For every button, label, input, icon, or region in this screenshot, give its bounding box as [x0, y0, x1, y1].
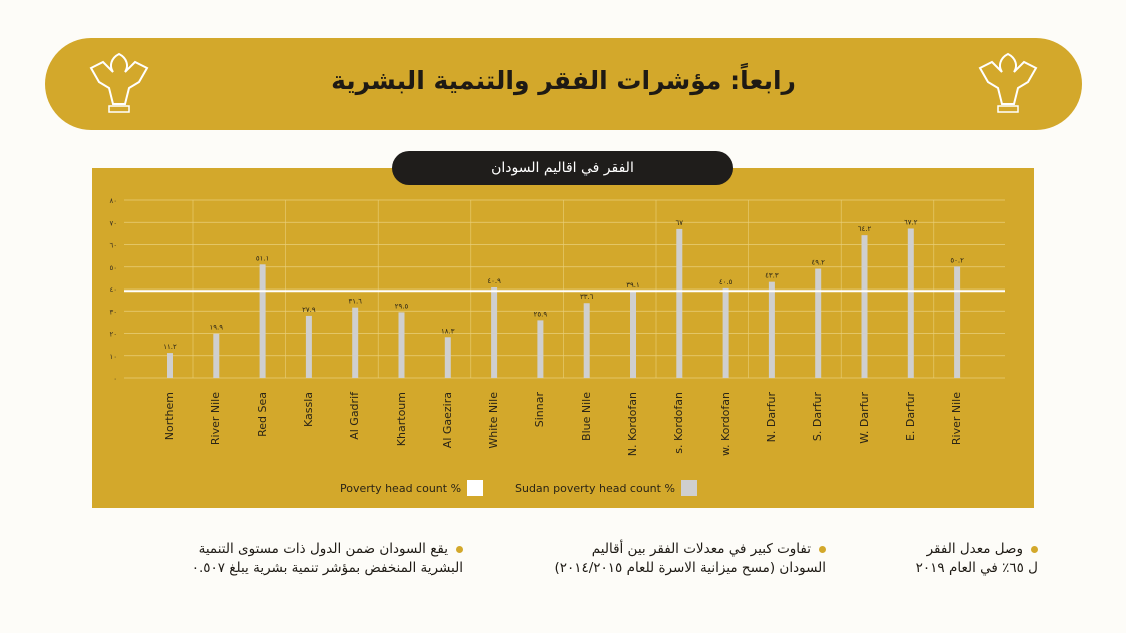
bullet-dot-icon: [456, 545, 463, 553]
bar-value-label: ٣٩.١: [626, 281, 640, 289]
emblem-left-icon: [89, 52, 149, 113]
bar-value-label: ٣٣.٦: [580, 293, 594, 301]
bar-value-label: ٤٣.٣: [765, 272, 779, 280]
bar-value-label: ٤٠.٩: [487, 277, 501, 285]
x-tick-label: Northem: [163, 392, 176, 441]
legend-label: Poverty head count %: [340, 481, 462, 495]
bar: [352, 307, 359, 378]
y-tick-label: ٥٠: [109, 264, 117, 272]
bullet-human-development: يقع السودان ضمن الدول ذات مستوى التنمية …: [192, 540, 463, 578]
bullet-text: يقع السودان ضمن الدول ذات مستوى التنمية: [198, 541, 448, 557]
bar: [722, 287, 729, 378]
bullet-text: ل ٦٥٪ في العام ٢٠١٩: [915, 560, 1038, 576]
bullet-dot-icon: [819, 545, 826, 553]
bar-value-label: ١١.٢: [163, 343, 177, 351]
legend-label: Sudan poverty head count %: [515, 481, 675, 495]
x-tick-label: Red Sea: [255, 392, 269, 437]
x-tick-label: E. Darfur: [903, 392, 917, 442]
bullet-regional-disparity: تفاوت كبير في معدلات الفقر بين أقاليم ال…: [554, 540, 826, 578]
bar: [305, 315, 312, 378]
bullet-text: تفاوت كبير في معدلات الفقر بين أقاليم: [591, 541, 811, 557]
bullet-poverty-rate: وصل معدل الفقر ل ٦٥٪ في العام ٢٠١٩: [916, 540, 1038, 578]
x-tick-label: Al Gadrif: [348, 392, 362, 440]
bar: [768, 281, 775, 378]
y-tick-label: ٣٠: [109, 308, 117, 316]
y-tick-label: ٧٠: [109, 219, 117, 227]
bar: [583, 303, 590, 378]
x-tick-label: w. Kordofan: [718, 392, 732, 457]
legend-sudan-poverty-head-count: Sudan poverty head count %: [515, 480, 697, 496]
bar: [676, 228, 683, 378]
bar: [491, 286, 498, 378]
bar: [167, 353, 173, 378]
x-tick-label: W. Darfur: [857, 392, 871, 444]
y-tick-label: ٤٠: [109, 286, 117, 294]
bullet-dot-icon: [1031, 545, 1038, 553]
x-tick-label: Khartoum: [394, 392, 408, 447]
bar: [815, 268, 822, 378]
x-tick-label: N. Darfur: [764, 392, 778, 443]
x-tick-label: N. Kordofan: [626, 392, 639, 457]
y-tick-label: ٨٠: [109, 197, 117, 205]
bar-value-label: ١٩.٩: [210, 324, 224, 332]
bar-value-label: ٣١.٦: [348, 298, 362, 306]
bar-value-label: ٢٩.٥: [395, 302, 409, 310]
bar: [537, 320, 544, 378]
y-tick-label: ٠: [113, 375, 117, 383]
bar-value-label: ٦٧.٢: [904, 218, 918, 226]
bar: [861, 235, 868, 378]
bar-value-label: ١٨.٣: [441, 327, 455, 335]
bar: [398, 312, 405, 378]
x-tick-label: Sinnar: [533, 392, 547, 428]
emblem-right-icon: [978, 52, 1038, 113]
x-tick-label: White Nile: [487, 392, 501, 449]
bar-value-label: ٦٧: [676, 219, 684, 227]
bar-value-label: ٤٠.٥: [719, 278, 733, 286]
bar: [954, 266, 961, 378]
legend-swatch-white: [467, 480, 484, 496]
bar-value-label: ٢٥.٩: [534, 310, 548, 318]
bullet-text: السودان (مسح ميزانية الاسرة للعام ٢٠١٤/٢…: [554, 560, 826, 576]
bar: [259, 264, 266, 378]
bar: [630, 291, 636, 378]
bar-value-label: ٥٠.٢: [950, 256, 964, 264]
x-tick-label: Blue Nile: [579, 392, 593, 441]
bar: [907, 228, 914, 378]
legend-swatch-grey: [680, 480, 697, 496]
page-title: رابعاً: مؤشرات الفقر والتنمية البشرية: [331, 66, 796, 95]
legend-poverty-head-count: Poverty head count %: [340, 480, 484, 496]
header-banner: رابعاً: مؤشرات الفقر والتنمية البشرية: [45, 38, 1082, 130]
x-tick-label: River Nile: [950, 392, 964, 446]
bullet-text: البشرية المنخفض بمؤشر تنمية بشرية يبلغ ٠…: [191, 560, 463, 576]
x-tick-label: s. Kordofan: [672, 392, 686, 454]
y-tick-label: ١٠: [109, 353, 117, 361]
x-tick-label: S. Darfur: [811, 392, 825, 442]
chart-panel: [92, 168, 1034, 508]
bar-value-label: ٥١.١: [256, 254, 270, 262]
x-tick-label: River Nile: [209, 392, 223, 446]
bar-value-label: ٤٩.٢: [811, 259, 825, 267]
bar: [444, 337, 451, 378]
bar-value-label: ٦٤.٢: [858, 225, 872, 233]
bullet-text: وصل معدل الفقر: [926, 541, 1023, 557]
bar: [213, 333, 220, 378]
chart-title: الفقر في اقاليم السودان: [392, 151, 733, 185]
bar-value-label: ٢٧.٩: [302, 306, 316, 314]
x-tick-label: Kassla: [301, 392, 315, 428]
y-tick-label: ٢٠: [109, 331, 117, 339]
x-tick-label: Al Gaezira: [440, 392, 454, 449]
y-tick-label: ٦٠: [109, 242, 117, 250]
